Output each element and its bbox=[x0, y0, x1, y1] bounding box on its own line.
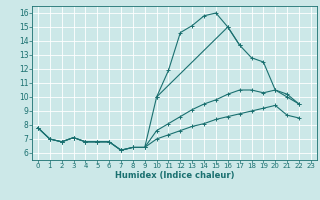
X-axis label: Humidex (Indice chaleur): Humidex (Indice chaleur) bbox=[115, 171, 234, 180]
